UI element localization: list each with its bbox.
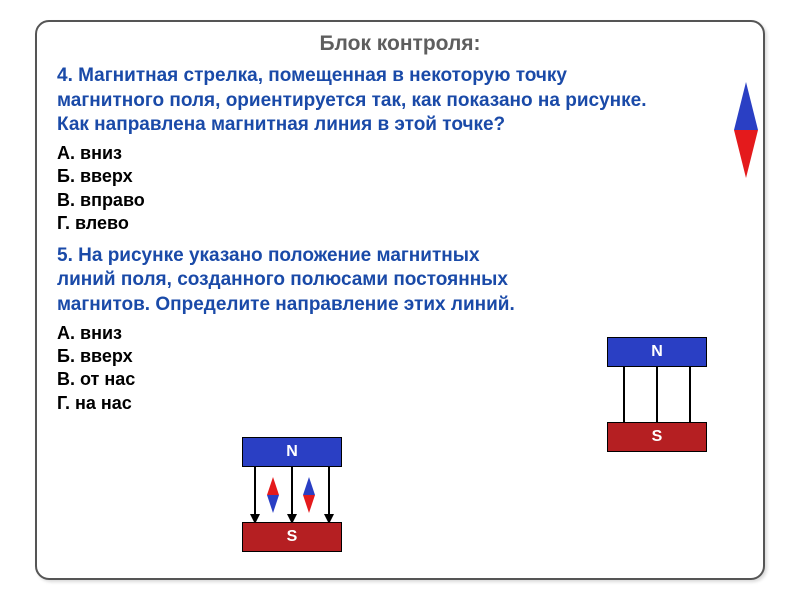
question-4-options: А. вниз Б. вверх В. вправо Г. влево xyxy=(57,142,743,236)
field-lines-right xyxy=(607,367,707,422)
q4-option-a: А. вниз xyxy=(57,142,743,165)
small-compass-icon xyxy=(266,477,280,513)
q4-option-d: Г. влево xyxy=(57,212,743,235)
magnet-n-right: N xyxy=(607,337,707,367)
main-panel: Блок контроля: 4. Магнитная стрелка, пом… xyxy=(35,20,765,580)
compass-icon xyxy=(732,82,760,182)
magnet-s-center: S xyxy=(242,522,342,552)
q4-option-c: В. вправо xyxy=(57,189,743,212)
page-title: Блок контроля: xyxy=(57,32,743,56)
magnet-s-right: S xyxy=(607,422,707,452)
small-compass-icon xyxy=(302,477,316,513)
question-5-text: 5. На рисунке указано положение магнитны… xyxy=(57,244,743,318)
question-4-text: 4. Магнитная стрелка, помещенная в некот… xyxy=(57,64,743,138)
magnet-n-center: N xyxy=(242,437,342,467)
field-lines-center xyxy=(242,467,342,522)
q4-option-b: Б. вверх xyxy=(57,165,743,188)
